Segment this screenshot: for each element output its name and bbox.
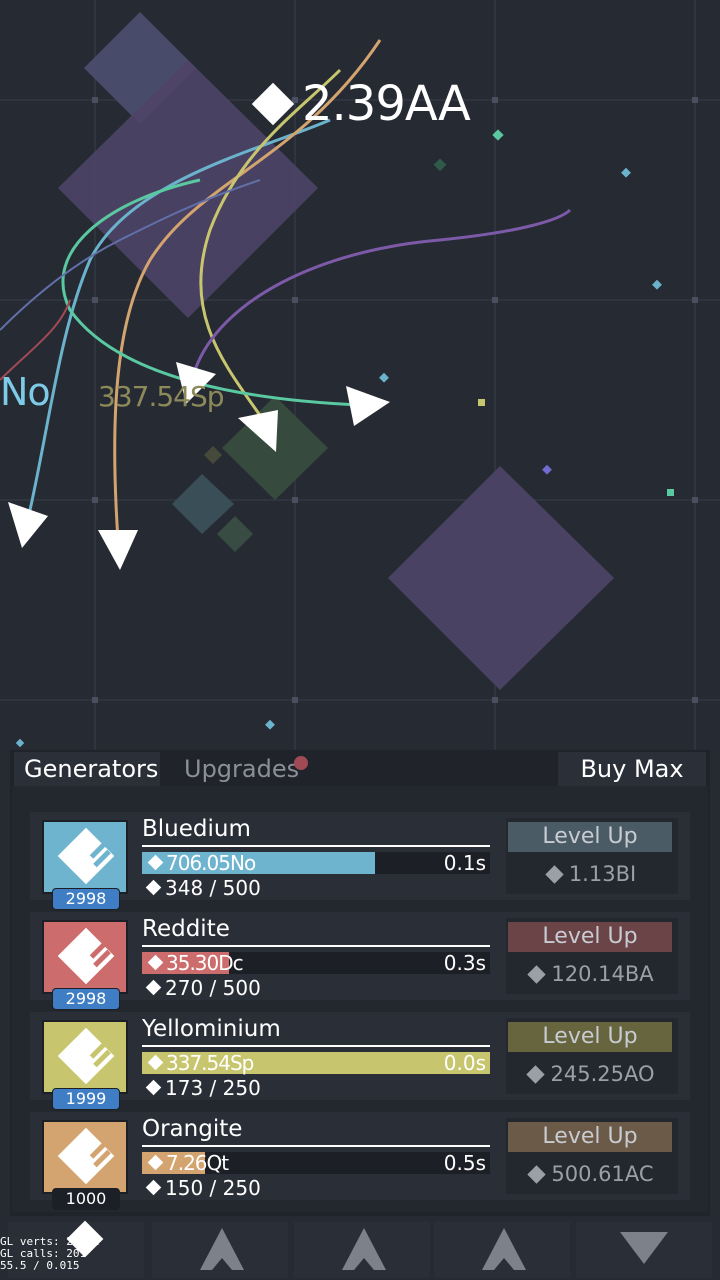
- arrow-up-icon: [342, 1228, 386, 1270]
- diamond-icon: [526, 1065, 546, 1084]
- game-field[interactable]: [0, 0, 720, 750]
- generator-row: 2998 Reddite 35.30Dc 0.3s 270 / 500 Leve…: [30, 912, 690, 1010]
- diamond-icon: [145, 879, 162, 896]
- divider: [142, 1145, 490, 1147]
- debug-line: 55.5 / 0.015: [0, 1259, 80, 1272]
- level-progress: 150 / 250: [142, 1176, 261, 1200]
- level-up-panel: Level Up 500.61AC: [506, 1118, 678, 1194]
- nav-button-3[interactable]: [434, 1222, 570, 1278]
- level-up-button[interactable]: Level Up: [508, 1122, 672, 1152]
- diamond-icon: [545, 865, 564, 884]
- level-progress: 348 / 500: [142, 876, 261, 900]
- home-button[interactable]: [8, 1220, 144, 1278]
- tab-upgrades-label: Upgrades: [184, 755, 300, 783]
- arrow-up-icon: [482, 1228, 526, 1270]
- production-bar-fill: [142, 1052, 490, 1074]
- generator-row: 1999 Yellominium 337.54Sp 0.0s 173 / 250…: [30, 1012, 690, 1110]
- generator-icon[interactable]: [42, 820, 128, 894]
- nav-button-2[interactable]: [294, 1222, 430, 1278]
- production-time: 0.0s: [443, 1051, 486, 1075]
- generator-icon[interactable]: [42, 1120, 128, 1194]
- level-progress-text: 348 / 500: [165, 876, 261, 900]
- diamond-icon: [145, 1179, 162, 1196]
- generator-name: Orangite: [142, 1116, 243, 1142]
- level-progress: 173 / 250: [142, 1076, 261, 1100]
- generator-name: Reddite: [142, 916, 230, 942]
- generator-count-badge: 2998: [52, 988, 120, 1010]
- level-up-cost: 1.13BI: [506, 862, 678, 886]
- diamond-icon: [145, 979, 162, 996]
- level-progress: 270 / 500: [142, 976, 261, 1000]
- gem-button[interactable]: [576, 1222, 712, 1278]
- bottom-nav: [0, 1220, 720, 1280]
- divider: [142, 1045, 490, 1047]
- production-time: 0.1s: [443, 851, 486, 875]
- generator-count-badge: 1999: [52, 1088, 120, 1110]
- generator-icon[interactable]: [42, 1020, 128, 1094]
- level-progress-text: 150 / 250: [165, 1176, 261, 1200]
- debug-line: GL verts: 26982: [0, 1235, 100, 1248]
- level-up-panel: Level Up 245.25AO: [506, 1018, 678, 1094]
- production-bar-fill: [142, 952, 229, 974]
- production-value: 35.30Dc: [166, 951, 244, 975]
- diamond-icon: [251, 82, 295, 126]
- debug-line: GL calls: 201: [0, 1247, 87, 1260]
- generator-name: Bluedium: [142, 816, 251, 842]
- level-up-cost: 245.25AO: [506, 1062, 678, 1086]
- production-bar: 35.30Dc 0.3s: [142, 952, 490, 974]
- notification-dot: [294, 756, 308, 770]
- level-up-cost-value: 120.14BA: [551, 962, 654, 986]
- level-up-button[interactable]: Level Up: [508, 922, 672, 952]
- floating-value: 337.54Sp: [98, 380, 225, 413]
- diamond-icon: [527, 965, 547, 984]
- level-up-cost-value: 1.13BI: [568, 862, 637, 886]
- trails: [0, 39, 572, 541]
- tab-upgrades[interactable]: Upgrades: [170, 752, 316, 786]
- floating-value: No: [0, 370, 51, 414]
- level-up-button[interactable]: Level Up: [508, 822, 672, 852]
- currency-display: 2.39AA: [251, 72, 471, 136]
- diamond-icon: [145, 1079, 162, 1096]
- generator-count-badge: 1000: [52, 1188, 120, 1210]
- level-up-button[interactable]: Level Up: [508, 1022, 672, 1052]
- generator-row: 1000 Orangite 7.26Qt 0.5s 150 / 250 Leve…: [30, 1112, 690, 1210]
- production-bar: 337.54Sp 0.0s: [142, 1052, 490, 1074]
- level-progress-text: 270 / 500: [165, 976, 261, 1000]
- production-time: 0.5s: [443, 1151, 486, 1175]
- debug-overlay: GL verts: 26982 GL calls: 201 55.5 / 0.0…: [0, 1236, 99, 1272]
- production-bar: 706.05No 0.1s: [142, 852, 490, 874]
- divider: [142, 945, 490, 947]
- production-time: 0.3s: [443, 951, 486, 975]
- generator-count-badge: 2998: [52, 888, 120, 910]
- generator-icon[interactable]: [42, 920, 128, 994]
- generator-row: 2998 Bluedium 706.05No 0.1s 348 / 500 Le…: [30, 812, 690, 910]
- level-up-cost: 120.14BA: [506, 962, 678, 986]
- buy-max-button[interactable]: Buy Max: [558, 752, 706, 786]
- level-up-panel: Level Up 120.14BA: [506, 918, 678, 994]
- tab-generators[interactable]: Generators: [14, 752, 160, 786]
- production-value: 7.26Qt: [166, 1151, 229, 1175]
- arrow-icons: [8, 362, 390, 570]
- divider: [142, 845, 490, 847]
- level-up-cost: 500.61AC: [506, 1162, 678, 1186]
- level-up-panel: Level Up 1.13BI: [506, 818, 678, 894]
- currency-value: 2.39AA: [302, 76, 471, 132]
- level-progress-text: 173 / 250: [165, 1076, 261, 1100]
- arrow-up-icon: [200, 1228, 244, 1270]
- production-value: 706.05No: [166, 851, 256, 875]
- level-up-cost-value: 500.61AC: [551, 1162, 654, 1186]
- production-bar: 7.26Qt 0.5s: [142, 1152, 490, 1174]
- production-value: 337.54Sp: [166, 1051, 254, 1075]
- nav-button-1[interactable]: [152, 1222, 288, 1278]
- level-up-cost-value: 245.25AO: [550, 1062, 655, 1086]
- gem-icon: [620, 1232, 668, 1264]
- diamond-icon: [527, 1165, 547, 1184]
- production-bar-fill: [142, 852, 375, 874]
- generator-name: Yellominium: [142, 1016, 281, 1042]
